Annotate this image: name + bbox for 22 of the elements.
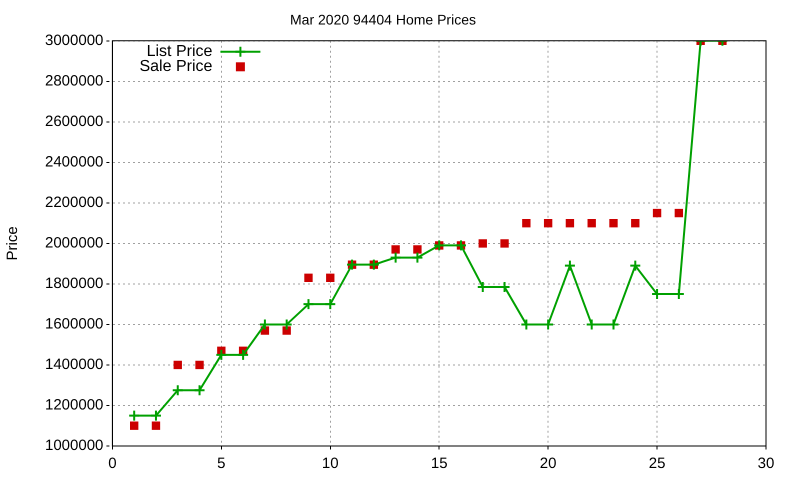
y-tick-label: 1800000 bbox=[44, 275, 104, 292]
y-tick-label: 1000000 bbox=[44, 437, 104, 454]
legend-label: Sale Price bbox=[139, 58, 212, 76]
y-tick-label: 2200000 bbox=[44, 194, 104, 212]
y-tick-label: 2800000 bbox=[44, 72, 104, 90]
x-tick-label: 25 bbox=[648, 455, 666, 472]
y-tick-label: 2400000 bbox=[44, 154, 104, 170]
y-tick-label: 1600000 bbox=[44, 316, 104, 333]
chart-title: Mar 2020 94404 Home Prices bbox=[290, 11, 476, 28]
x-tick-label: 30 bbox=[758, 455, 774, 472]
y-tick-label: 1400000 bbox=[44, 356, 104, 374]
x-tick-label: 20 bbox=[540, 455, 556, 472]
y-tick-label: 2600000 bbox=[44, 112, 104, 130]
y-tick-label: 2000000 bbox=[44, 234, 104, 252]
x-tick-label: 15 bbox=[430, 455, 448, 472]
x-tick-label: 0 bbox=[108, 455, 117, 472]
legend-label: List Price bbox=[146, 43, 212, 60]
y-tick-label: 3000000 bbox=[44, 32, 104, 49]
x-tick-label: 10 bbox=[322, 455, 339, 472]
y-tick-label: 1200000 bbox=[44, 396, 104, 414]
y-axis-title: Price bbox=[4, 226, 22, 260]
x-tick-label: 5 bbox=[217, 455, 226, 472]
